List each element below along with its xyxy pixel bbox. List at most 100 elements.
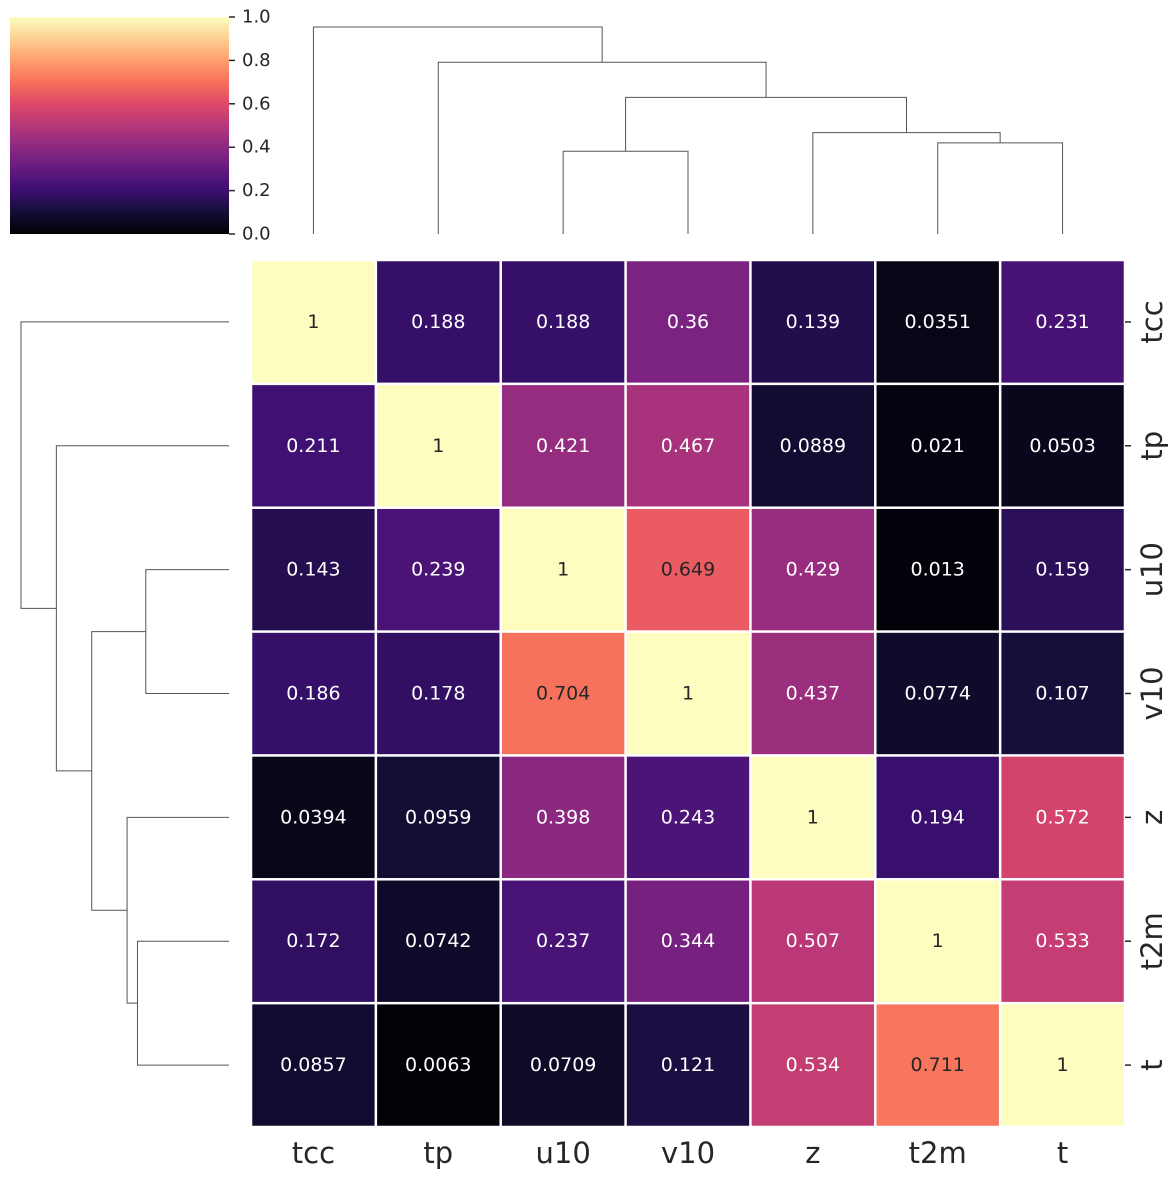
- cell-value-label: 0.36: [667, 311, 709, 333]
- heatmap-cell: [377, 756, 500, 879]
- heatmap-cell: [626, 880, 750, 1002]
- heatmap-cells: [252, 261, 1124, 1126]
- cell-value-label: 0.533: [1035, 930, 1089, 952]
- x-tick-label: t: [1057, 1136, 1068, 1170]
- cell-value-label: 0.0774: [904, 683, 970, 705]
- heatmap-cell: [377, 632, 500, 755]
- y-tick-label: tp: [1135, 431, 1169, 461]
- heatmap-cell: [252, 756, 375, 879]
- colorbar-tick-label: 0.6: [242, 93, 271, 114]
- cell-value-label: 0.194: [911, 806, 965, 828]
- cell-value-label: 0.467: [661, 435, 715, 457]
- heatmap-cell: [751, 632, 875, 755]
- column-dendrogram-link: [562, 150, 689, 234]
- y-tick-label: t: [1135, 1059, 1169, 1070]
- y-tick-label: tcc: [1135, 300, 1169, 343]
- cell-value-label: 0.344: [661, 930, 715, 952]
- heatmap-cell: [626, 385, 750, 507]
- column-dendrogram-link: [625, 96, 907, 152]
- cell-value-label: 0.0709: [530, 1054, 596, 1076]
- cell-value-label: 0.021: [911, 435, 965, 457]
- cell-value-label: 0.188: [536, 311, 590, 333]
- heatmap-cell: [876, 1004, 999, 1126]
- row-dendrogram-link: [91, 631, 146, 911]
- heatmap-cell: [252, 261, 375, 383]
- column-dendrogram-link: [937, 142, 1064, 234]
- heatmap-cell: [252, 632, 375, 755]
- cell-value-label: 0.429: [786, 559, 840, 581]
- y-axis-tick-labels: tcc tp u10 v10 z t2m t: [1125, 300, 1169, 1071]
- y-tick-label: u10: [1135, 542, 1169, 597]
- heatmap-cell: [1001, 508, 1124, 631]
- row-dendrogram: [20, 321, 229, 1066]
- heatmap-cell: [626, 756, 750, 879]
- heatmap-cell: [876, 756, 999, 879]
- cell-value-label: 1: [932, 930, 944, 952]
- cell-value-label: 0.211: [286, 435, 340, 457]
- cell-value-label: 0.231: [1035, 311, 1089, 333]
- cell-value-label: 0.534: [786, 1054, 840, 1076]
- heatmap-cell: [252, 1004, 375, 1126]
- heatmap-cell: [501, 880, 625, 1002]
- heatmap-cell: [252, 508, 375, 631]
- heatmap-cell: [626, 261, 750, 383]
- x-tick-label: u10: [536, 1136, 591, 1170]
- cell-value-label: 0.437: [786, 683, 840, 705]
- colorbar-gradient: [10, 17, 229, 234]
- row-dendrogram-link: [126, 816, 229, 1004]
- cell-value-label: 1: [682, 683, 694, 705]
- heatmap-cell: [377, 1004, 500, 1126]
- x-axis-tick-labels: tcc tp u10 v10 z t2m t: [292, 1136, 1068, 1170]
- heatmap-value-labels: 1 0.188 0.188 0.36 0.139 0.0351 0.231 0.211 1 0.4…: [280, 311, 1096, 1076]
- heatmap-cell: [501, 261, 625, 383]
- heatmap-cell: [1001, 756, 1124, 879]
- row-dendrogram-link: [145, 569, 229, 694]
- x-tick-label: tp: [423, 1136, 453, 1170]
- cell-value-label: 1: [1057, 1054, 1069, 1076]
- y-tick-label: v10: [1135, 666, 1169, 720]
- column-dendrogram-link: [312, 26, 603, 234]
- heatmap-cell: [876, 261, 999, 383]
- cell-value-label: 0.121: [661, 1054, 715, 1076]
- colorbar-tick-label: 0.2: [242, 180, 271, 201]
- row-dendrogram-link: [20, 321, 229, 609]
- heatmap-cell: [751, 385, 875, 507]
- heatmap-cell: [501, 756, 625, 879]
- heatmap-cell: [501, 632, 625, 755]
- cell-value-label: 0.421: [536, 435, 590, 457]
- y-tick-label: z: [1135, 810, 1169, 825]
- cell-value-label: 0.139: [786, 311, 840, 333]
- heatmap-cell: [377, 508, 500, 631]
- heatmap-cell: [377, 385, 500, 507]
- heatmap-cell: [751, 261, 875, 383]
- x-tick-label: z: [805, 1136, 820, 1170]
- colorbar-tick-label: 0.8: [242, 50, 271, 71]
- column-dendrogram-link: [812, 132, 1001, 234]
- heatmap-cell: [1001, 261, 1124, 383]
- cell-value-label: 0.143: [286, 559, 340, 581]
- heatmap-cell: [751, 1004, 875, 1126]
- heatmap-cell: [1001, 632, 1124, 755]
- cell-value-label: 0.398: [536, 806, 590, 828]
- heatmap-cell: [1001, 385, 1124, 507]
- x-tick-label: v10: [661, 1136, 715, 1170]
- colorbar: [10, 17, 229, 234]
- heatmap-cell: [626, 508, 750, 631]
- cell-value-label: 0.013: [911, 559, 965, 581]
- colorbar-tick-label: 0.4: [242, 137, 271, 158]
- cell-value-label: 0.711: [911, 1054, 965, 1076]
- heatmap-cell: [876, 632, 999, 755]
- cell-value-label: 1: [557, 559, 569, 581]
- colorbar-tick-label: 0.0: [242, 224, 271, 245]
- cell-value-label: 0.239: [411, 559, 465, 581]
- cell-value-label: 0.107: [1035, 683, 1089, 705]
- cell-value-label: 0.243: [661, 806, 715, 828]
- cell-value-label: 0.572: [1035, 806, 1089, 828]
- heatmap-cell: [501, 385, 625, 507]
- cell-value-label: 0.0959: [405, 806, 471, 828]
- colorbar-ticks: 0.0 0.2 0.4 0.6 0.8 1.0: [229, 7, 271, 245]
- cell-value-label: 1: [432, 435, 444, 457]
- heatmap-cell: [252, 880, 375, 1002]
- heatmap-cell: [377, 880, 500, 1002]
